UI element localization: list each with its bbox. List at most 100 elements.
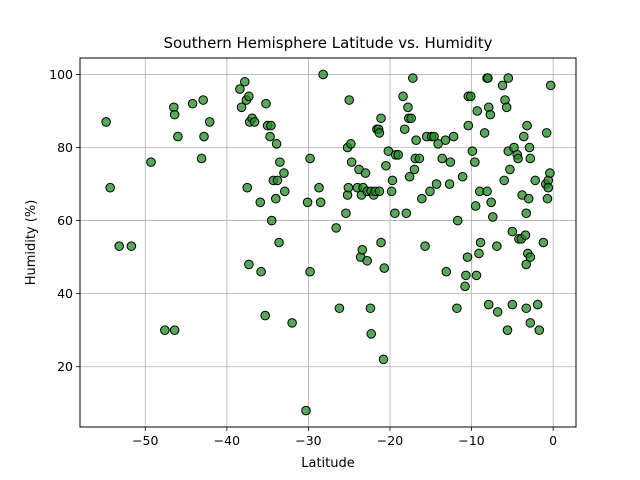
x-tick-label: −50 xyxy=(132,433,158,448)
data-point xyxy=(475,237,486,248)
data-point xyxy=(114,241,124,251)
data-point xyxy=(501,102,512,113)
data-point xyxy=(470,201,481,211)
data-point xyxy=(198,95,208,105)
data-point xyxy=(379,263,390,273)
data-point xyxy=(479,128,490,138)
y-tick-label: 60 xyxy=(57,213,73,228)
data-point xyxy=(420,241,430,251)
data-point xyxy=(305,266,315,277)
grid-lines xyxy=(80,58,576,427)
data-point xyxy=(302,197,313,208)
data-point xyxy=(398,91,408,102)
data-point xyxy=(543,182,554,193)
data-point xyxy=(101,117,111,127)
data-point xyxy=(492,307,503,317)
data-point xyxy=(105,182,115,193)
data-point xyxy=(331,223,341,233)
data-point xyxy=(474,248,484,259)
data-point xyxy=(381,160,391,171)
data-point xyxy=(266,215,277,226)
data-point xyxy=(261,98,271,109)
data-point xyxy=(378,354,389,365)
data-point xyxy=(256,266,266,277)
data-point xyxy=(279,186,290,197)
data-point xyxy=(357,245,368,255)
data-point xyxy=(522,120,532,131)
data-point xyxy=(441,266,452,277)
data-point xyxy=(507,226,518,237)
data-point xyxy=(445,157,456,167)
data-point xyxy=(365,303,376,314)
data-point xyxy=(452,303,462,314)
data-point xyxy=(525,252,536,262)
y-tick-label: 20 xyxy=(57,359,73,374)
data-point xyxy=(417,193,427,204)
data-point xyxy=(341,208,351,219)
data-point xyxy=(196,153,207,164)
data-point xyxy=(448,131,459,142)
data-point xyxy=(408,73,418,83)
data-point xyxy=(483,299,494,310)
data-point xyxy=(461,270,471,281)
data-point xyxy=(462,252,473,262)
data-point xyxy=(463,120,474,131)
data-point xyxy=(530,175,541,186)
data-point xyxy=(520,230,531,240)
data-point xyxy=(492,241,502,251)
data-point xyxy=(532,299,543,310)
data-point xyxy=(467,146,478,156)
data-point xyxy=(315,197,326,208)
data-point xyxy=(521,303,532,314)
data-point xyxy=(485,109,496,120)
data-point xyxy=(244,259,254,270)
data-point xyxy=(457,171,468,182)
data-point xyxy=(314,182,324,193)
data-point xyxy=(513,153,523,164)
data-point xyxy=(503,73,514,83)
data-point xyxy=(471,270,482,281)
data-point xyxy=(274,237,284,248)
data-point xyxy=(169,109,180,120)
y-tick-label: 40 xyxy=(57,286,73,301)
x-axis-ticks: −50 −40 −30 −20 −10 0 xyxy=(132,427,557,448)
x-tick-label: −20 xyxy=(377,433,403,448)
data-point xyxy=(483,73,493,83)
data-point xyxy=(126,241,137,251)
data-point xyxy=(440,135,451,146)
data-point xyxy=(538,237,549,248)
data-point xyxy=(497,80,508,91)
data-point xyxy=(387,175,398,186)
data-point xyxy=(486,197,496,208)
data-point xyxy=(169,325,180,335)
data-point xyxy=(487,212,498,222)
data-point xyxy=(346,157,357,167)
data-point xyxy=(344,95,355,105)
data-point xyxy=(239,76,250,87)
y-tick-label: 80 xyxy=(57,140,73,155)
data-point xyxy=(279,168,289,178)
data-point xyxy=(360,168,371,178)
data-point xyxy=(390,208,400,219)
data-point xyxy=(431,179,442,189)
data-point xyxy=(470,157,480,167)
data-point xyxy=(376,237,386,248)
data-point xyxy=(534,325,545,335)
data-point xyxy=(482,186,492,197)
chart-title: Southern Hemisphere Latitude vs. Humidit… xyxy=(164,34,493,52)
data-point xyxy=(545,168,555,178)
data-point xyxy=(444,179,455,189)
data-point xyxy=(525,153,536,164)
data-point xyxy=(146,157,156,167)
data-point xyxy=(499,175,510,186)
data-point xyxy=(270,193,281,204)
data-point xyxy=(406,113,417,124)
data-point xyxy=(404,171,415,182)
data-point xyxy=(187,98,198,109)
data-point xyxy=(505,164,515,175)
data-point xyxy=(411,135,421,146)
data-point xyxy=(366,329,377,339)
x-tick-label: −10 xyxy=(458,433,484,448)
data-point xyxy=(399,124,410,135)
data-point xyxy=(160,325,170,335)
